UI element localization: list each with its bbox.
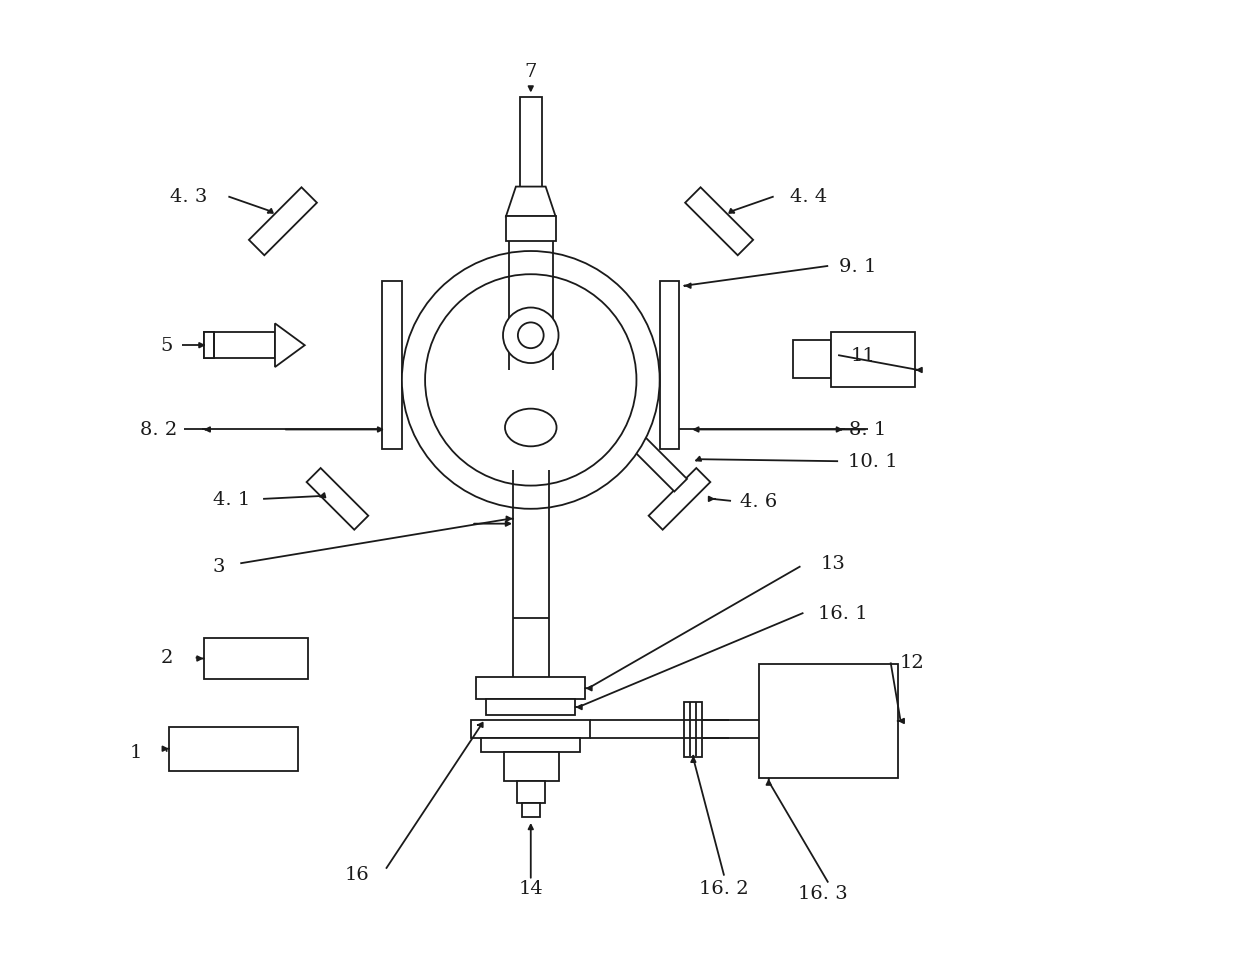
Text: 12: 12 — [900, 654, 924, 672]
Circle shape — [401, 252, 659, 510]
Polygon shape — [306, 469, 368, 530]
Text: 9. 1: 9. 1 — [839, 258, 877, 275]
Polygon shape — [506, 187, 555, 217]
Bar — [504, 752, 559, 782]
Bar — [517, 782, 545, 803]
Text: 4. 6: 4. 6 — [740, 492, 777, 511]
Bar — [520, 98, 541, 187]
Bar — [481, 738, 580, 752]
Polygon shape — [632, 437, 686, 492]
Text: 13: 13 — [820, 554, 845, 573]
Circle shape — [503, 308, 559, 363]
Polygon shape — [685, 188, 753, 256]
Bar — [659, 281, 679, 450]
Text: 8. 2: 8. 2 — [140, 422, 177, 439]
Bar — [684, 703, 703, 757]
Text: 16: 16 — [344, 864, 369, 883]
Text: 4. 1: 4. 1 — [213, 490, 250, 509]
Text: 3: 3 — [212, 558, 224, 576]
Text: 10. 1: 10. 1 — [847, 453, 897, 471]
Polygon shape — [649, 469, 710, 530]
Ellipse shape — [506, 409, 556, 447]
Bar — [382, 281, 401, 450]
Polygon shape — [249, 188, 317, 256]
Bar — [203, 638, 307, 679]
Bar — [758, 665, 897, 779]
Text: 5: 5 — [161, 337, 173, 355]
Bar — [522, 803, 540, 817]
Text: 7: 7 — [524, 63, 536, 80]
Bar — [169, 727, 297, 770]
Text: 14: 14 — [518, 880, 543, 897]
Text: 11: 11 — [850, 347, 875, 364]
Circle shape — [518, 323, 544, 349]
Bar — [476, 677, 585, 700]
Text: 16. 3: 16. 3 — [798, 885, 849, 902]
Polygon shape — [275, 324, 305, 367]
Text: 1: 1 — [130, 743, 142, 761]
Text: 4. 3: 4. 3 — [170, 188, 207, 206]
Bar — [471, 720, 590, 738]
Text: 16. 2: 16. 2 — [699, 880, 748, 897]
Bar — [203, 333, 275, 359]
Bar — [203, 333, 213, 359]
Bar — [793, 341, 831, 379]
Bar — [506, 217, 555, 242]
Text: 16. 1: 16. 1 — [818, 605, 867, 622]
Text: 2: 2 — [161, 649, 173, 667]
Text: 8. 1: 8. 1 — [849, 422, 886, 439]
Bar — [486, 700, 575, 715]
Bar — [831, 333, 916, 388]
Text: 4. 4: 4. 4 — [789, 188, 826, 206]
